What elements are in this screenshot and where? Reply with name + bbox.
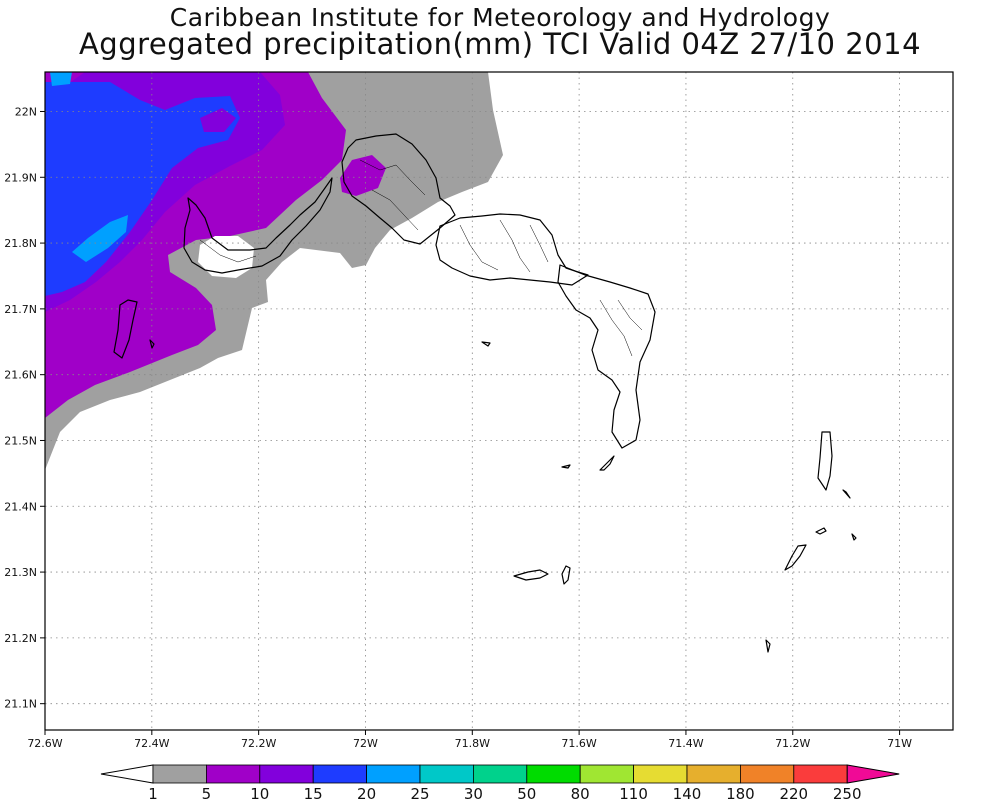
y-tick-label: 21.4N xyxy=(4,500,37,513)
coast-cay-c xyxy=(599,455,615,471)
y-tick-label: 21.7N xyxy=(4,303,37,316)
precip-area-5-10mm-patch xyxy=(340,155,386,196)
x-tick-label: 72.4W xyxy=(134,737,169,750)
colorbar-level-label: 25 xyxy=(410,785,429,800)
colorbar-level-label: 10 xyxy=(250,785,269,800)
coast-cay-e xyxy=(481,341,491,347)
colorbar-swatch xyxy=(312,764,368,784)
colorbar-swatch xyxy=(793,764,848,784)
colorbar-level-label: 50 xyxy=(517,785,536,800)
colorbar-level-label: 110 xyxy=(619,785,648,800)
x-tick-label: 72.6W xyxy=(27,737,62,750)
y-tick-label: 21.5N xyxy=(4,434,37,447)
colorbar-swatch xyxy=(205,764,261,784)
y-tick-label: 21.6N xyxy=(4,369,37,382)
coast-cay-i xyxy=(842,489,851,499)
coast-cay-a xyxy=(513,569,549,581)
y-axis: 22N 21.9N 21.8N 21.7N 21.6N 21.5N 21.4N 21.3N 21… xyxy=(4,105,45,711)
x-axis: 72.6W 72.4W 72.2W 72W 71.8W 71.6W 71.4W 71.2W 71… xyxy=(27,730,912,750)
colorbar-swatch xyxy=(152,764,207,784)
colorbar-swatch xyxy=(633,764,688,784)
colorbar-level-label: 15 xyxy=(304,785,323,800)
colorbar-level-label: 180 xyxy=(726,785,755,800)
coast-east-caicos xyxy=(557,264,656,449)
colorbar-level-label: 5 xyxy=(202,785,212,800)
x-tick-label: 71.8W xyxy=(455,737,490,750)
coast-cay-g xyxy=(851,533,857,541)
y-tick-label: 21.8N xyxy=(4,237,37,250)
colorbar-level-label: 1 xyxy=(148,785,158,800)
coast-cay-b xyxy=(561,565,571,585)
y-tick-label: 21.3N xyxy=(4,566,37,579)
colorbar-swatch xyxy=(366,764,421,784)
map-frame xyxy=(44,71,954,731)
coastlines xyxy=(113,133,857,653)
colorbar-swatch xyxy=(526,764,581,784)
colorbar-level-label: 30 xyxy=(464,785,483,800)
coast-grand-turk xyxy=(817,431,833,491)
y-tick-label: 22N xyxy=(15,105,37,118)
coast-salt-cay xyxy=(784,544,807,571)
x-tick-label: 71.4W xyxy=(668,737,703,750)
x-tick-label: 71W xyxy=(887,737,912,750)
coast-cay-j xyxy=(149,339,155,349)
colorbar-level-label: 220 xyxy=(779,785,808,800)
colorbar-over-triangle xyxy=(846,764,900,784)
colorbar-swatch xyxy=(259,764,314,784)
coast-cay-d xyxy=(561,464,571,469)
colorbar-legend: 1 5 10 15 20 25 30 50 80 110 140 180 220 250 xyxy=(100,764,900,800)
colorbar-swatch xyxy=(579,764,635,784)
colorbar-level-label: 250 xyxy=(833,785,862,800)
y-tick-label: 21.9N xyxy=(4,171,37,184)
colorbar-level-label: 140 xyxy=(673,785,702,800)
x-tick-label: 72.2W xyxy=(241,737,276,750)
coast-cay-h xyxy=(765,639,771,653)
colorbar-swatch xyxy=(472,764,528,784)
y-tick-label: 21.2N xyxy=(4,632,37,645)
precip-area-20-25mm-a xyxy=(50,72,72,86)
x-tick-label: 71.6W xyxy=(561,737,596,750)
x-tick-label: 72W xyxy=(353,737,378,750)
colorbar-under-triangle xyxy=(100,764,154,784)
colorbar-level-label: 80 xyxy=(571,785,590,800)
coast-middle-caicos xyxy=(435,213,589,286)
colorbar-swatch xyxy=(740,764,795,784)
y-tick-label: 21.1N xyxy=(4,698,37,711)
colorbar-swatch xyxy=(419,764,474,784)
colorbar-level-label: 20 xyxy=(357,785,376,800)
colorbar-swatch xyxy=(686,764,741,784)
map-title-line2: Aggregated precipitation(mm) TCI Valid 0… xyxy=(78,27,922,61)
coast-north-caicos xyxy=(341,133,456,245)
precip-area-below-1mm xyxy=(198,236,254,278)
x-tick-label: 71.2W xyxy=(775,737,810,750)
district-boundaries xyxy=(199,159,643,357)
precip-area-15-20mm-patch xyxy=(200,108,236,132)
precipitation-field xyxy=(45,72,503,470)
map-title-line1: Caribbean Institute for Meteorology and … xyxy=(169,3,831,32)
coast-providenciales xyxy=(183,177,333,274)
coast-west-caicos xyxy=(113,299,138,359)
coast-cay-f xyxy=(815,527,827,535)
precip-area-20-25mm-b xyxy=(72,215,128,262)
